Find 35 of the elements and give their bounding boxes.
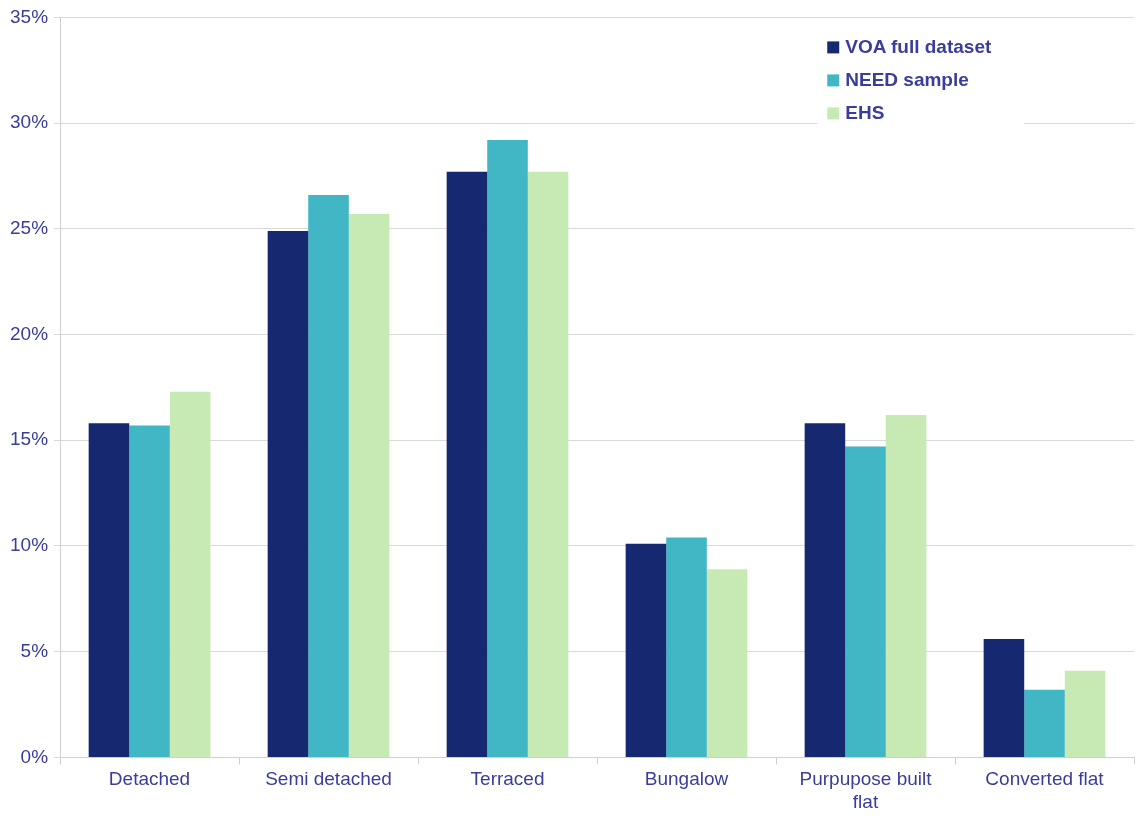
x-tick-label: Terraced xyxy=(470,768,545,790)
bar xyxy=(1064,670,1106,757)
y-tick-label: 0% xyxy=(20,745,49,767)
bar xyxy=(267,230,309,757)
y-tick-label: 35% xyxy=(10,5,49,27)
y-tick-label: 5% xyxy=(20,639,49,661)
bar xyxy=(1024,689,1065,757)
legend-label: NEED sample xyxy=(845,68,969,90)
bar xyxy=(88,423,130,757)
y-tick-label: 10% xyxy=(10,534,49,556)
bar xyxy=(845,446,886,757)
x-tick-label: Semi detached xyxy=(265,768,392,790)
bar xyxy=(129,425,170,757)
bar xyxy=(169,391,211,757)
bar xyxy=(625,543,667,757)
y-tick-label: 15% xyxy=(10,428,49,450)
y-tick-label: 30% xyxy=(10,111,49,133)
legend-label: EHS xyxy=(845,101,885,123)
bar xyxy=(885,414,927,757)
bar xyxy=(348,214,390,757)
y-tick-label: 20% xyxy=(10,322,49,344)
bar xyxy=(446,171,488,757)
y-tick-label: 25% xyxy=(10,217,49,239)
bar xyxy=(666,537,707,757)
legend-label: VOA full dataset xyxy=(845,35,992,57)
bar xyxy=(527,171,569,757)
x-tick-label: Bungalow xyxy=(644,768,729,790)
x-tick-label: Detached xyxy=(108,768,191,790)
bar xyxy=(804,423,846,757)
bar xyxy=(487,140,528,757)
x-tick-label: Converted flat xyxy=(985,768,1105,790)
bar xyxy=(706,569,748,757)
bar xyxy=(983,639,1025,757)
x-tick-label: Purpupose built flat xyxy=(799,768,933,812)
bar xyxy=(308,195,349,757)
